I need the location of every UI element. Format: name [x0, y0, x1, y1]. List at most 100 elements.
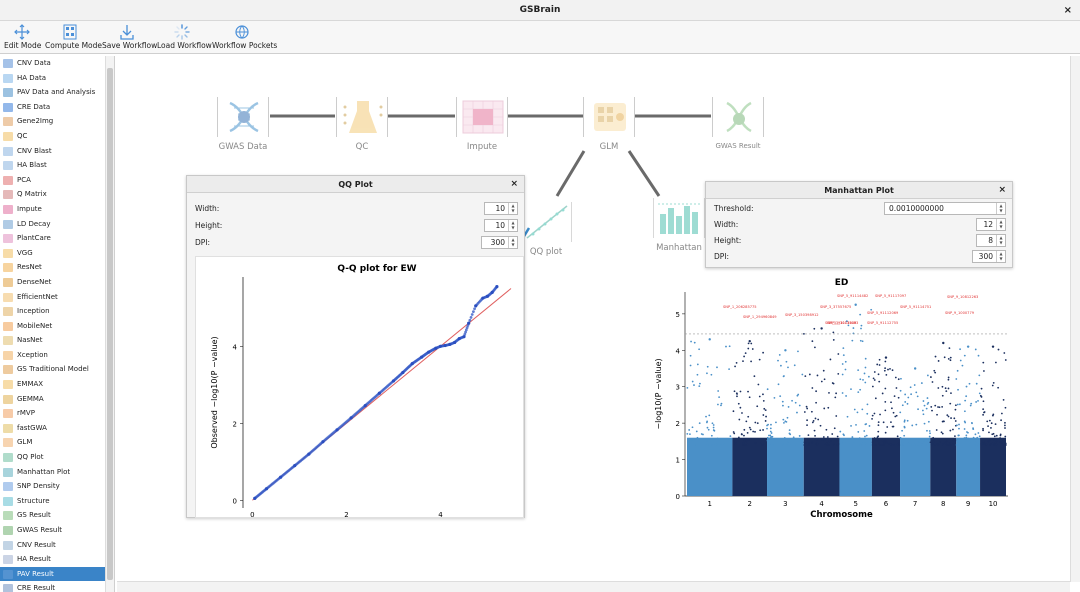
- sidebar-item-cnv-data[interactable]: CNV Data: [0, 56, 105, 71]
- manhattan-point: [745, 440, 748, 443]
- sidebar-item-structure[interactable]: Structure: [0, 494, 105, 509]
- sidebar-item-pca[interactable]: PCA: [0, 173, 105, 188]
- manhattan-height-stepper-icon[interactable]: ▲ ▼: [996, 235, 1005, 246]
- sidebar-item-cnv-blast[interactable]: CNV Blast: [0, 144, 105, 159]
- qq-width-spinbox[interactable]: 10 ▲ ▼: [484, 202, 518, 215]
- sidebar-item-label: VGG: [17, 248, 33, 257]
- canvas-vertical-scrollbar[interactable]: [1070, 56, 1080, 582]
- sidebar-item-label: rMVP: [17, 409, 35, 418]
- sidebar-item-glm[interactable]: GLM: [0, 435, 105, 450]
- sidebar-item-xception[interactable]: Xception: [0, 348, 105, 363]
- manhattan-point: [995, 443, 998, 446]
- manhattan-dpi-stepper-icon[interactable]: ▲ ▼: [996, 251, 1005, 262]
- node-glm[interactable]: [583, 97, 635, 137]
- sidebar-item-qc[interactable]: QC: [0, 129, 105, 144]
- move-icon: [14, 24, 30, 40]
- manhattan-dpi-spinbox[interactable]: 300 ▲ ▼: [972, 250, 1006, 263]
- sidebar-item-ha-data[interactable]: HA Data: [0, 71, 105, 86]
- workflow-pockets-button[interactable]: Workflow Pockets: [212, 23, 277, 50]
- manhattan-point: [781, 400, 784, 403]
- manhattan-point: [843, 434, 845, 437]
- qq-dpi-spinbox[interactable]: 300 ▲ ▼: [481, 236, 518, 249]
- sidebar-item-q-matrix[interactable]: Q Matrix: [0, 187, 105, 202]
- node-gwas-result[interactable]: [712, 97, 764, 137]
- sidebar-item-mobilenet[interactable]: MobileNet: [0, 319, 105, 334]
- sidebar-item-ha-blast[interactable]: HA Blast: [0, 158, 105, 173]
- manhattan-point: [743, 355, 746, 358]
- manhattan-point: [934, 355, 937, 358]
- sidebar-item-gemma[interactable]: GEMMA: [0, 392, 105, 407]
- qq-dpi-stepper-icon[interactable]: ▲ ▼: [508, 237, 517, 248]
- save-workflow-button[interactable]: Save Workflow: [102, 23, 157, 50]
- sidebar-item-fastgwa[interactable]: fastGWA: [0, 421, 105, 436]
- sidebar-item-emmax[interactable]: EMMAX: [0, 377, 105, 392]
- node-qc[interactable]: [336, 97, 388, 137]
- manhattan-point: [763, 407, 766, 410]
- manhattan-point: [1004, 442, 1007, 445]
- manhattan-point: [923, 422, 926, 425]
- manhattan-width-stepper-icon[interactable]: ▲ ▼: [996, 219, 1005, 230]
- manhattan-point: [949, 356, 952, 359]
- manhattan-x-tick-label: 3: [783, 500, 787, 508]
- compute-mode-button[interactable]: Compute Mode: [45, 23, 102, 50]
- manhattan-peak-point: [966, 345, 970, 348]
- canvas-horizontal-scrollbar[interactable]: [117, 581, 1070, 592]
- manhattan-point: [850, 425, 852, 427]
- sidebar-item-label: SNP Density: [17, 482, 60, 491]
- sidebar-item-efficientnet[interactable]: EfficientNet: [0, 290, 105, 305]
- qq-dialog-close-icon[interactable]: ×: [510, 179, 518, 189]
- sidebar-item-plantcare[interactable]: PlantCare: [0, 231, 105, 246]
- sidebar-item-cre-data[interactable]: CRE Data: [0, 100, 105, 115]
- sidebar-item-impute[interactable]: Impute: [0, 202, 105, 217]
- sidebar-item-nasnet[interactable]: NasNet: [0, 333, 105, 348]
- sidebar-item-gs-result[interactable]: GS Result: [0, 508, 105, 523]
- sidebar-item-cnv-result[interactable]: CNV Result: [0, 538, 105, 553]
- sidebar-item-vgg[interactable]: VGG: [0, 246, 105, 261]
- sidebar-scrollbar[interactable]: [105, 56, 114, 592]
- sidebar-item-manhattan-plot[interactable]: Manhattan Plot: [0, 465, 105, 480]
- qq-height-spinbox[interactable]: 10 ▲ ▼: [484, 219, 518, 232]
- sidebar-item-ld-decay[interactable]: LD Decay: [0, 217, 105, 232]
- sidebar-item-pav-data-and-analysis[interactable]: PAV Data and Analysis: [0, 85, 105, 100]
- manhattan-point: [877, 373, 880, 376]
- manhattan-point: [830, 440, 832, 443]
- threshold-spinbox[interactable]: 0.0010000000 ▲ ▼: [884, 202, 1006, 215]
- sidebar-item-gene2img[interactable]: Gene2Img: [0, 114, 105, 129]
- close-window-icon[interactable]: ×: [1063, 5, 1072, 16]
- sidebar-item-snp-density[interactable]: SNP Density: [0, 479, 105, 494]
- manhattan-point: [860, 442, 863, 445]
- sidebar-item-resnet[interactable]: ResNet: [0, 260, 105, 275]
- threshold-stepper-icon[interactable]: ▲ ▼: [996, 203, 1005, 214]
- sidebar-item-qq-plot[interactable]: QQ Plot: [0, 450, 105, 465]
- manhattan-point: [837, 373, 840, 375]
- node-impute[interactable]: [456, 97, 508, 137]
- manhattan-point: [921, 441, 924, 444]
- module-icon: [3, 467, 13, 477]
- manhattan-point: [982, 361, 985, 364]
- sidebar-scroll-thumb[interactable]: [107, 68, 113, 580]
- sidebar-item-pav-result[interactable]: PAV Result: [0, 566, 105, 582]
- sidebar-item-gwas-result[interactable]: GWAS Result: [0, 523, 105, 538]
- qq-width-stepper-icon[interactable]: ▲ ▼: [508, 203, 517, 214]
- node-gwas-data[interactable]: [217, 97, 269, 137]
- load-workflow-button[interactable]: Load Workflow: [157, 23, 212, 50]
- manhattan-point: [941, 443, 944, 446]
- sidebar-item-rmvp[interactable]: rMVP: [0, 406, 105, 421]
- manhattan-width-spinbox[interactable]: 12 ▲ ▼: [976, 218, 1006, 231]
- manhattan-height-spinbox[interactable]: 8 ▲ ▼: [976, 234, 1006, 247]
- module-icon: [3, 350, 13, 360]
- node-manhattan[interactable]: [653, 198, 705, 238]
- qq-height-stepper-icon[interactable]: ▲ ▼: [508, 220, 517, 231]
- sidebar-item-gs-traditional-model[interactable]: GS Traditional Model: [0, 362, 105, 377]
- manhattan-point: [956, 440, 958, 443]
- sidebar-item-densenet[interactable]: DenseNet: [0, 275, 105, 290]
- edit-mode-button[interactable]: Edit Mode: [4, 23, 41, 50]
- sidebar-item-cre-result[interactable]: CRE Result: [0, 581, 105, 592]
- manhattan-point: [758, 395, 761, 398]
- sidebar-item-label: GS Traditional Model: [17, 365, 89, 374]
- sidebar-item-ha-result[interactable]: HA Result: [0, 552, 105, 567]
- manhattan-chart: ED 0 1 2 3 4 5 −log10(P −value) Chromosome 1 2 3 4 5 6…: [654, 278, 1008, 520]
- manhattan-dialog-close-icon[interactable]: ×: [998, 185, 1006, 195]
- sidebar-item-inception[interactable]: Inception: [0, 304, 105, 319]
- node-qq-plot[interactable]: [520, 202, 572, 242]
